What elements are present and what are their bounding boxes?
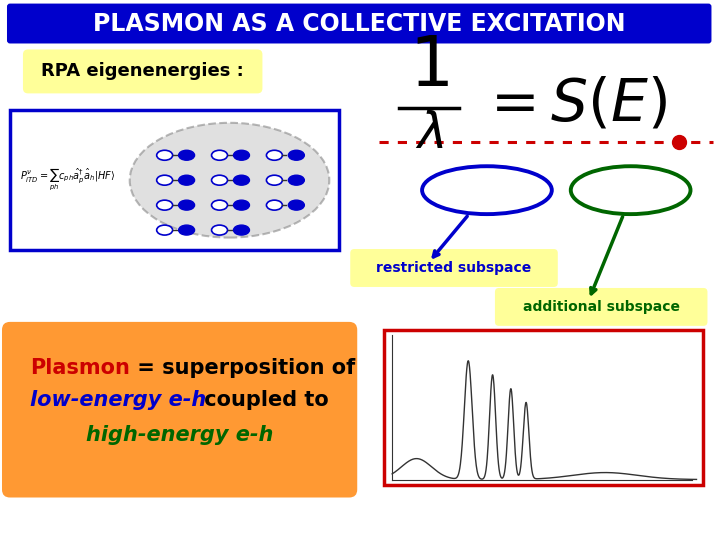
FancyBboxPatch shape (2, 322, 357, 497)
Ellipse shape (179, 150, 194, 160)
Text: high-energy e-h: high-energy e-h (86, 424, 274, 444)
Ellipse shape (179, 175, 194, 185)
FancyBboxPatch shape (350, 249, 558, 287)
Text: $P^{\nu}_{iTD}=\sum_{ph}c_{ph}\hat{a}^{\dagger}_{p}\hat{a}_{h}|HF\rangle$: $P^{\nu}_{iTD}=\sum_{ph}c_{ph}\hat{a}^{\… (20, 167, 115, 193)
Bar (384, 330, 703, 484)
Text: PLASMON AS A COLLECTIVE EXCITATION: PLASMON AS A COLLECTIVE EXCITATION (93, 11, 626, 36)
Text: RPA eigenenergies :: RPA eigenenergies : (41, 63, 244, 80)
Ellipse shape (179, 200, 194, 210)
Ellipse shape (266, 175, 282, 185)
Text: $\lambda$: $\lambda$ (415, 110, 444, 158)
Ellipse shape (130, 123, 329, 238)
Bar (10, 110, 339, 250)
FancyBboxPatch shape (23, 50, 262, 93)
Ellipse shape (157, 150, 173, 160)
Ellipse shape (233, 175, 249, 185)
Text: restricted subspace: restricted subspace (377, 261, 531, 275)
FancyBboxPatch shape (495, 288, 708, 326)
Ellipse shape (289, 175, 305, 185)
Ellipse shape (233, 225, 249, 235)
Ellipse shape (212, 225, 228, 235)
Text: $1$: $1$ (409, 33, 449, 100)
Text: = superposition of: = superposition of (130, 358, 355, 378)
Ellipse shape (266, 150, 282, 160)
Ellipse shape (179, 225, 194, 235)
Ellipse shape (233, 150, 249, 160)
Ellipse shape (157, 175, 173, 185)
Ellipse shape (212, 150, 228, 160)
Text: Plasmon: Plasmon (30, 358, 130, 378)
Ellipse shape (233, 200, 249, 210)
Text: additional subspace: additional subspace (523, 300, 680, 314)
Ellipse shape (212, 175, 228, 185)
Ellipse shape (157, 200, 173, 210)
Text: low-energy e-h: low-energy e-h (30, 390, 206, 410)
Ellipse shape (157, 225, 173, 235)
Ellipse shape (289, 150, 305, 160)
Ellipse shape (212, 200, 228, 210)
FancyBboxPatch shape (7, 4, 711, 44)
Text: $= \mathit{S}(E)$: $= \mathit{S}(E)$ (479, 76, 667, 133)
Ellipse shape (266, 200, 282, 210)
Text: coupled to: coupled to (197, 390, 328, 410)
Ellipse shape (289, 200, 305, 210)
